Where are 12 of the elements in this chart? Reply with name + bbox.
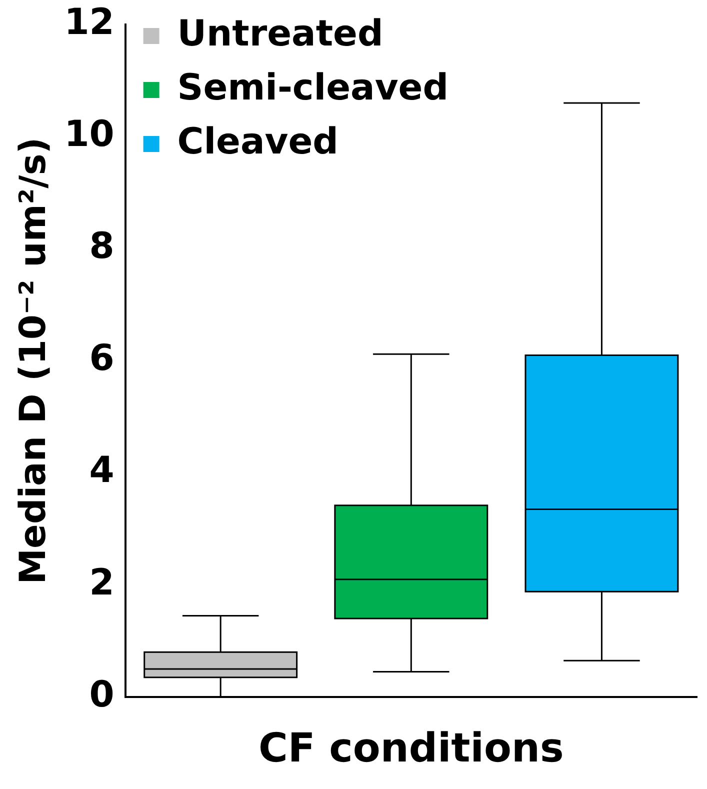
legend-label: Semi-cleaved <box>177 67 448 108</box>
y-axis-title: Median D (10⁻² um²/s) <box>12 137 54 584</box>
y-tick-label: 4 <box>89 450 114 492</box>
y-tick-label: 8 <box>89 226 114 268</box>
y-tick-label: 2 <box>89 562 114 604</box>
legend-label: Cleaved <box>177 121 338 162</box>
y-tick-label: 6 <box>89 338 114 380</box>
x-axis-title: CF conditions <box>258 725 564 772</box>
legend-label: Untreated <box>177 13 384 54</box>
y-tick-label: 10 <box>64 114 114 156</box>
y-tick-label: 0 <box>89 674 114 716</box>
y-tick-label: 12 <box>64 2 114 43</box>
